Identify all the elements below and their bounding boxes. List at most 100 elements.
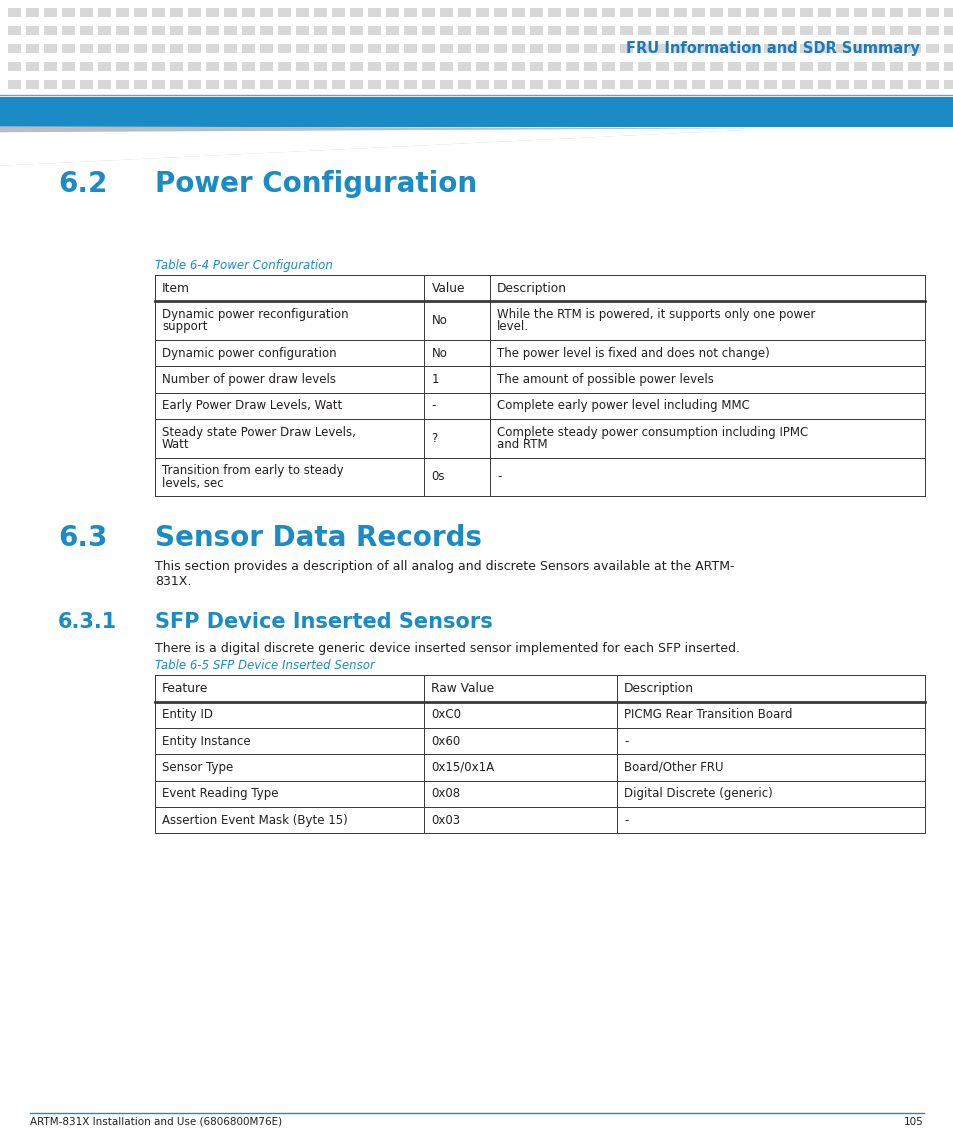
Bar: [476, 62, 489, 71]
Bar: [260, 62, 273, 71]
Bar: [44, 44, 57, 53]
Text: Description: Description: [497, 282, 566, 294]
Bar: [601, 80, 615, 89]
Bar: [133, 44, 147, 53]
Text: ARTM-831X Installation and Use (6806800M76E): ARTM-831X Installation and Use (6806800M…: [30, 1118, 282, 1127]
Bar: [424, 340, 490, 366]
Bar: [386, 26, 398, 35]
Bar: [8, 26, 21, 35]
Bar: [745, 80, 759, 89]
Bar: [853, 26, 866, 35]
Text: Entity Instance: Entity Instance: [162, 735, 251, 748]
Bar: [800, 62, 812, 71]
Bar: [277, 80, 291, 89]
Bar: [224, 8, 236, 17]
Bar: [691, 62, 704, 71]
Bar: [133, 62, 147, 71]
Bar: [154, 366, 424, 393]
Bar: [154, 458, 424, 496]
Bar: [656, 44, 668, 53]
Bar: [673, 80, 686, 89]
Text: 6.2: 6.2: [58, 169, 108, 198]
Text: SFP Device Inserted Sensors: SFP Device Inserted Sensors: [154, 613, 493, 632]
Bar: [154, 301, 424, 340]
Bar: [925, 62, 938, 71]
Bar: [260, 80, 273, 89]
Bar: [206, 26, 219, 35]
Bar: [154, 781, 424, 807]
Bar: [853, 8, 866, 17]
Bar: [763, 80, 776, 89]
Bar: [583, 26, 597, 35]
Bar: [494, 44, 506, 53]
Bar: [98, 26, 111, 35]
Text: 105: 105: [903, 1118, 923, 1127]
Bar: [673, 44, 686, 53]
Text: No: No: [431, 347, 447, 360]
Text: 0x03: 0x03: [431, 814, 460, 827]
Bar: [617, 702, 924, 728]
Bar: [421, 8, 435, 17]
Bar: [116, 26, 129, 35]
Bar: [80, 62, 92, 71]
Bar: [601, 26, 615, 35]
Bar: [727, 26, 740, 35]
Text: Table 6-5 SFP Device Inserted Sensor: Table 6-5 SFP Device Inserted Sensor: [154, 660, 375, 672]
Bar: [745, 8, 759, 17]
Bar: [62, 80, 75, 89]
Bar: [277, 26, 291, 35]
Bar: [421, 44, 435, 53]
Bar: [424, 419, 490, 458]
Bar: [152, 62, 165, 71]
Bar: [424, 458, 490, 496]
Bar: [154, 676, 924, 834]
Bar: [8, 62, 21, 71]
Text: Complete early power level including MMC: Complete early power level including MMC: [497, 400, 749, 412]
Text: The amount of possible power levels: The amount of possible power levels: [497, 373, 713, 386]
Bar: [727, 8, 740, 17]
Bar: [889, 62, 902, 71]
Bar: [295, 8, 309, 17]
Bar: [439, 26, 453, 35]
Text: This section provides a description of all analog and discrete Sensors available: This section provides a description of a…: [154, 560, 734, 574]
Bar: [154, 755, 424, 781]
Bar: [583, 8, 597, 17]
Bar: [170, 8, 183, 17]
Text: Raw Value: Raw Value: [431, 682, 494, 695]
Bar: [490, 340, 924, 366]
Bar: [494, 8, 506, 17]
Bar: [619, 26, 633, 35]
Bar: [80, 8, 92, 17]
Bar: [170, 26, 183, 35]
Bar: [817, 44, 830, 53]
Bar: [691, 26, 704, 35]
Text: Event Reading Type: Event Reading Type: [162, 788, 278, 800]
Text: Board/Other FRU: Board/Other FRU: [623, 761, 722, 774]
Bar: [224, 62, 236, 71]
Text: Assertion Event Mask (Byte 15): Assertion Event Mask (Byte 15): [162, 814, 348, 827]
Bar: [206, 62, 219, 71]
Bar: [583, 44, 597, 53]
Bar: [350, 62, 363, 71]
Bar: [656, 8, 668, 17]
Bar: [817, 8, 830, 17]
Bar: [943, 26, 953, 35]
Bar: [457, 44, 471, 53]
Bar: [368, 26, 380, 35]
Bar: [0, 97, 953, 127]
Bar: [727, 62, 740, 71]
Text: Entity ID: Entity ID: [162, 709, 213, 721]
Bar: [512, 62, 524, 71]
Bar: [673, 8, 686, 17]
Text: -: -: [497, 471, 500, 483]
Bar: [154, 340, 424, 366]
Bar: [835, 26, 848, 35]
Text: Number of power draw levels: Number of power draw levels: [162, 373, 335, 386]
Bar: [8, 8, 21, 17]
Bar: [154, 807, 424, 834]
Bar: [350, 8, 363, 17]
Bar: [638, 44, 650, 53]
Bar: [152, 8, 165, 17]
Text: 0s: 0s: [431, 471, 444, 483]
Bar: [871, 62, 884, 71]
